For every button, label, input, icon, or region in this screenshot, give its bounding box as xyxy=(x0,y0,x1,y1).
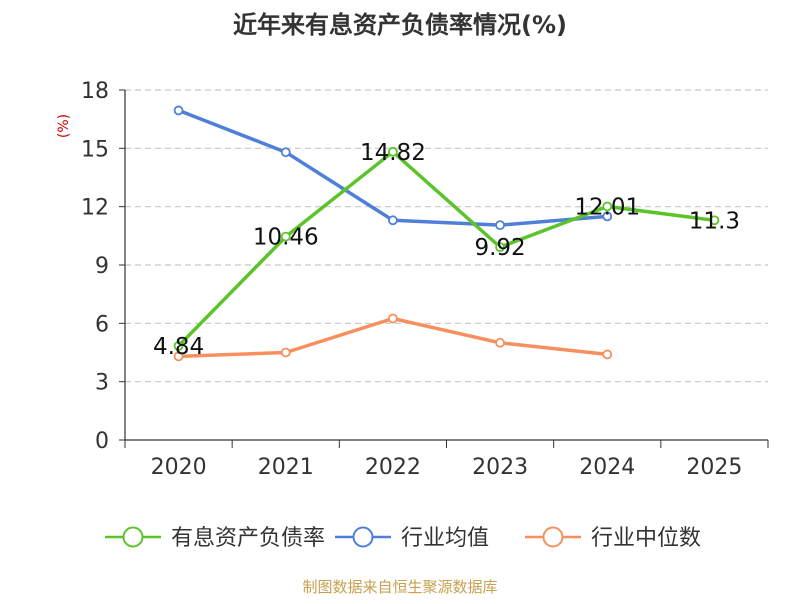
data-point xyxy=(495,220,505,231)
data-label: 11.3 xyxy=(689,208,740,234)
data-point xyxy=(280,347,291,358)
data-point xyxy=(495,242,505,253)
axis-layer: 0 3 6 9 12 15 18 2020 2021 2022 2023 2024 2025 xyxy=(81,79,769,480)
legend-label: 行业均值 xyxy=(401,526,489,551)
legend-marker-icon xyxy=(122,526,144,548)
data-label: 4.84 xyxy=(153,334,204,360)
x-tick-label: 2020 xyxy=(151,455,207,480)
data-label: 9.92 xyxy=(474,235,525,261)
data-label-layer: 4.84 10.46 14.82 9.92 12.01 11.3 xyxy=(153,140,740,360)
data-point xyxy=(602,211,613,222)
legend[interactable]: 有息资产负债率 行业均值 行业中位数 xyxy=(105,526,701,551)
y-tick-label: 6 xyxy=(95,312,109,337)
series-line-2 xyxy=(176,316,610,359)
data-point xyxy=(388,146,398,157)
x-tick-label: 2022 xyxy=(365,455,421,480)
data-point xyxy=(495,337,505,348)
source-note: 制图数据来自恒生聚源数据库 xyxy=(302,578,497,596)
data-point xyxy=(709,215,720,226)
legend-label: 行业中位数 xyxy=(591,526,701,551)
y-tick-label: 3 xyxy=(95,371,109,396)
y-tick-label: 15 xyxy=(81,137,109,162)
y-tick-label: 0 xyxy=(95,429,109,454)
legend-item-1[interactable]: 行业均值 xyxy=(335,526,489,551)
data-label: 14.82 xyxy=(360,140,426,166)
data-point xyxy=(280,147,291,158)
series-line-0 xyxy=(176,150,717,348)
data-label: 10.46 xyxy=(253,225,319,251)
data-point xyxy=(388,313,398,324)
data-point xyxy=(280,231,291,242)
data-point xyxy=(602,201,613,212)
legend-item-0[interactable]: 有息资产负债率 xyxy=(105,526,325,551)
grid-layer xyxy=(125,89,768,383)
legend-marker-icon xyxy=(352,526,374,548)
y-axis-label: (%) xyxy=(56,114,72,138)
data-point xyxy=(173,340,184,351)
data-label: 12.01 xyxy=(574,194,640,220)
legend-item-2[interactable]: 行业中位数 xyxy=(525,526,701,551)
legend-marker-icon xyxy=(542,526,564,548)
series-layer xyxy=(173,105,720,362)
data-point xyxy=(388,215,398,226)
y-tick-label: 18 xyxy=(81,79,109,104)
x-tick-label: 2023 xyxy=(472,455,528,480)
chart-title: 近年来有息资产负债率情况(%) xyxy=(233,11,567,39)
data-point xyxy=(173,351,184,362)
legend-label: 有息资产负债率 xyxy=(171,526,325,551)
x-tick-label: 2024 xyxy=(579,455,635,480)
data-point xyxy=(173,105,184,116)
x-tick-label: 2025 xyxy=(686,455,742,480)
series-line-1 xyxy=(176,108,610,227)
y-tick-label: 9 xyxy=(95,254,109,279)
x-tick-label: 2021 xyxy=(258,455,314,480)
y-tick-label: 12 xyxy=(81,196,109,221)
data-point xyxy=(602,349,613,360)
